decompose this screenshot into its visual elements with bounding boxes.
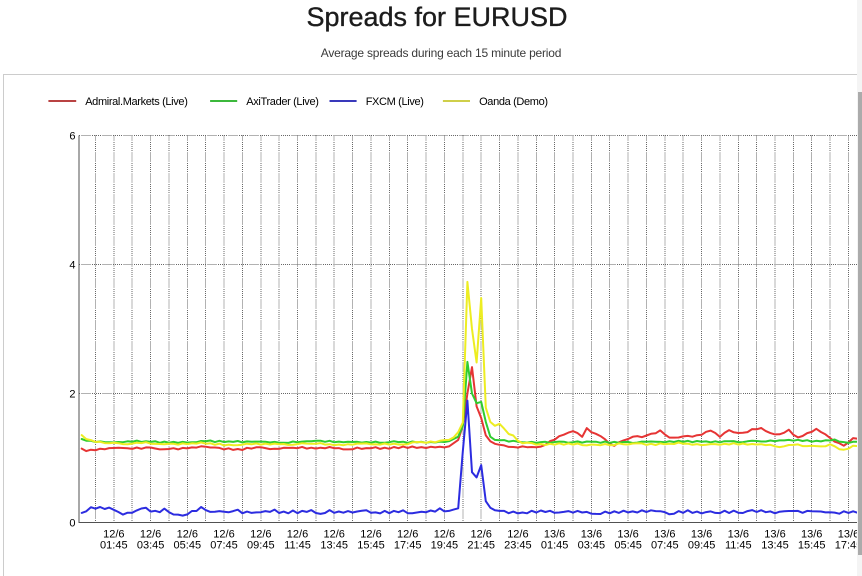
svg-text:12/6: 12/6 xyxy=(140,529,161,541)
svg-text:12/6: 12/6 xyxy=(250,529,271,541)
svg-text:01:45: 01:45 xyxy=(541,540,569,552)
svg-text:09:45: 09:45 xyxy=(247,540,275,552)
svg-text:Oanda (Demo): Oanda (Demo) xyxy=(479,96,548,108)
svg-text:FXCM (Live): FXCM (Live) xyxy=(366,96,424,108)
svg-text:Admiral.Markets (Live): Admiral.Markets (Live) xyxy=(85,96,187,108)
svg-text:13/6: 13/6 xyxy=(581,529,602,541)
svg-text:12/6: 12/6 xyxy=(397,529,418,541)
svg-text:12/6: 12/6 xyxy=(177,529,198,541)
svg-text:12/6: 12/6 xyxy=(507,529,528,541)
svg-text:11:45: 11:45 xyxy=(725,540,752,552)
svg-text:05:45: 05:45 xyxy=(174,540,202,552)
svg-text:01:45: 01:45 xyxy=(100,540,128,552)
svg-text:13/6: 13/6 xyxy=(838,529,859,541)
svg-text:13:45: 13:45 xyxy=(320,540,348,552)
svg-text:17:45: 17:45 xyxy=(394,540,422,552)
svg-text:4: 4 xyxy=(69,260,75,272)
svg-text:13/6: 13/6 xyxy=(617,529,638,541)
svg-text:07:45: 07:45 xyxy=(651,540,679,552)
svg-text:0: 0 xyxy=(69,518,75,530)
svg-text:12/6: 12/6 xyxy=(360,529,381,541)
svg-text:12/6: 12/6 xyxy=(470,529,491,541)
svg-text:09:45: 09:45 xyxy=(688,540,716,552)
svg-text:19:45: 19:45 xyxy=(431,540,459,552)
svg-text:03:45: 03:45 xyxy=(137,540,165,552)
svg-text:13/6: 13/6 xyxy=(801,529,822,541)
svg-text:15:45: 15:45 xyxy=(357,540,385,552)
svg-text:05:45: 05:45 xyxy=(614,540,642,552)
svg-text:13/6: 13/6 xyxy=(544,529,565,541)
svg-text:12/6: 12/6 xyxy=(287,529,308,541)
svg-text:15:45: 15:45 xyxy=(798,540,826,552)
svg-text:23:45: 23:45 xyxy=(504,540,532,552)
svg-text:13/6: 13/6 xyxy=(728,529,749,541)
svg-text:AxiTrader (Live): AxiTrader (Live) xyxy=(246,96,318,108)
svg-text:6: 6 xyxy=(69,131,75,143)
svg-text:12/6: 12/6 xyxy=(103,529,124,541)
svg-text:13/6: 13/6 xyxy=(764,529,785,541)
svg-text:12/6: 12/6 xyxy=(323,529,344,541)
svg-text:17:45: 17:45 xyxy=(835,540,862,552)
svg-text:13:45: 13:45 xyxy=(761,540,789,552)
svg-text:12/6: 12/6 xyxy=(434,529,455,541)
svg-text:07:45: 07:45 xyxy=(210,540,238,552)
svg-text:2: 2 xyxy=(69,389,75,401)
svg-text:03:45: 03:45 xyxy=(578,540,606,552)
svg-text:21:45: 21:45 xyxy=(467,540,495,552)
svg-text:12/6: 12/6 xyxy=(213,529,234,541)
svg-text:11:45: 11:45 xyxy=(284,540,311,552)
svg-text:13/6: 13/6 xyxy=(654,529,675,541)
svg-text:13/6: 13/6 xyxy=(691,529,712,541)
